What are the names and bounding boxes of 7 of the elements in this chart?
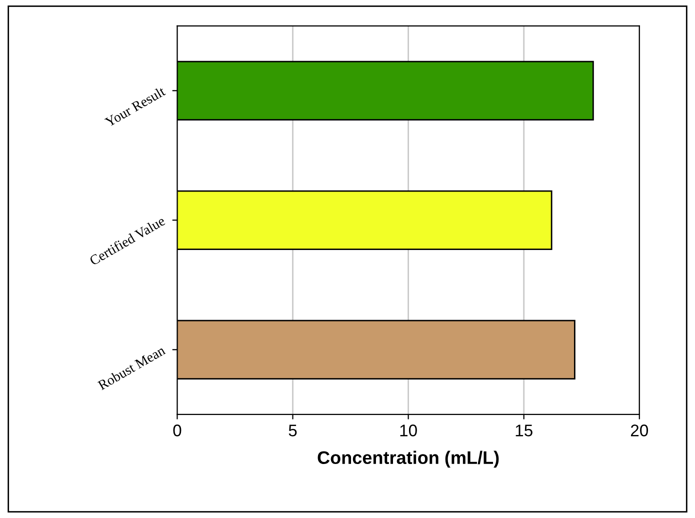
x-tick-label: 10 [400, 424, 417, 436]
x-tick-label: 20 [630, 424, 648, 436]
x-tick-label: 15 [516, 424, 532, 436]
x-tick-label: 5 [288, 424, 297, 436]
y-tick-label: Your Result [104, 86, 166, 128]
x-tick-label: 0 [173, 424, 182, 436]
x-axis-title: Concentration (mL/L) [318, 450, 499, 468]
